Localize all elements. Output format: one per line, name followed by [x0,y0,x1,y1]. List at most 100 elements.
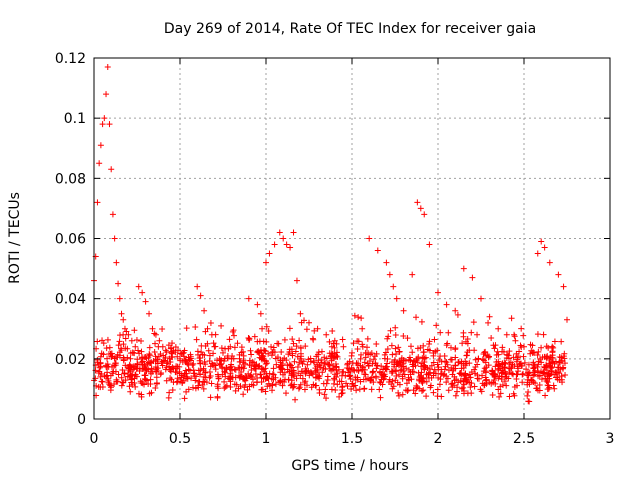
data-point [108,354,115,361]
data-point [495,375,502,382]
data-point [458,385,465,392]
data-point [535,348,542,355]
data-point [367,377,374,384]
data-point [103,363,110,370]
data-point [418,318,425,325]
data-point [442,358,449,365]
data-point [415,376,422,383]
data-point [125,331,132,338]
data-point [503,354,510,361]
data-point [395,392,402,399]
data-point [168,344,175,351]
data-point [146,350,153,357]
data-point [462,362,469,369]
data-point [483,380,490,387]
data-point [139,361,146,368]
data-point [388,381,395,388]
data-point [545,344,552,351]
data-point [537,355,544,362]
data-point [435,374,442,381]
data-point [352,376,359,383]
data-point [298,368,305,375]
data-point [138,393,145,400]
data-point [152,340,159,347]
data-point [383,366,390,373]
data-point [468,380,475,387]
data-point [304,361,311,368]
data-point [451,373,458,380]
data-point [448,381,455,388]
data-point [153,366,160,373]
data-point [385,333,392,340]
data-point [222,345,229,352]
data-point [202,374,209,381]
data-point [542,392,549,399]
data-point [331,337,338,344]
data-point [263,259,269,266]
data-point [166,355,173,362]
data-point [134,360,141,367]
data-point [343,380,350,387]
data-point [432,348,439,355]
data-point [482,377,489,384]
data-point [437,329,444,336]
data-point [482,368,489,375]
data-point [208,380,215,387]
data-point [333,349,340,356]
data-point [400,307,407,314]
data-point [246,357,253,364]
data-point [298,345,305,352]
data-point [297,350,304,357]
data-point [344,364,351,371]
data-point [406,354,413,361]
data-point [244,386,251,393]
data-point [224,353,231,360]
data-point [439,370,446,377]
data-point [518,360,525,367]
data-point [147,376,154,383]
data-point [246,383,253,390]
data-point [323,331,330,338]
data-point [435,289,441,296]
data-point [119,367,126,374]
data-point [115,280,122,287]
x-tick-label: 0 [90,431,99,447]
data-point [202,328,209,335]
data-point [240,391,247,398]
data-point [189,384,196,391]
data-point [361,366,368,373]
data-point [421,211,428,218]
data-point [232,374,239,381]
data-point [207,320,214,327]
data-point [511,392,518,399]
data-point [278,349,285,356]
data-point [201,352,208,359]
data-point [492,342,499,349]
data-point [259,325,266,332]
data-point [399,373,406,380]
data-point [395,344,402,351]
data-point [388,342,395,349]
data-point [414,199,421,206]
data-point [393,351,400,358]
data-point [336,393,343,400]
data-point [358,315,365,322]
data-point [499,348,506,355]
data-point [518,325,525,332]
data-point [412,362,419,369]
data-point [454,311,461,318]
data-point [525,361,532,368]
data-point [103,345,110,352]
data-point [247,373,254,380]
data-point [388,370,395,377]
data-point [365,351,372,358]
data-point [293,277,300,284]
data-point [167,375,174,382]
data-point [249,376,256,383]
data-point [460,329,467,336]
data-point [222,369,229,376]
data-point [289,336,296,343]
data-point [486,313,493,320]
data-point [363,344,370,351]
data-point [136,368,143,375]
